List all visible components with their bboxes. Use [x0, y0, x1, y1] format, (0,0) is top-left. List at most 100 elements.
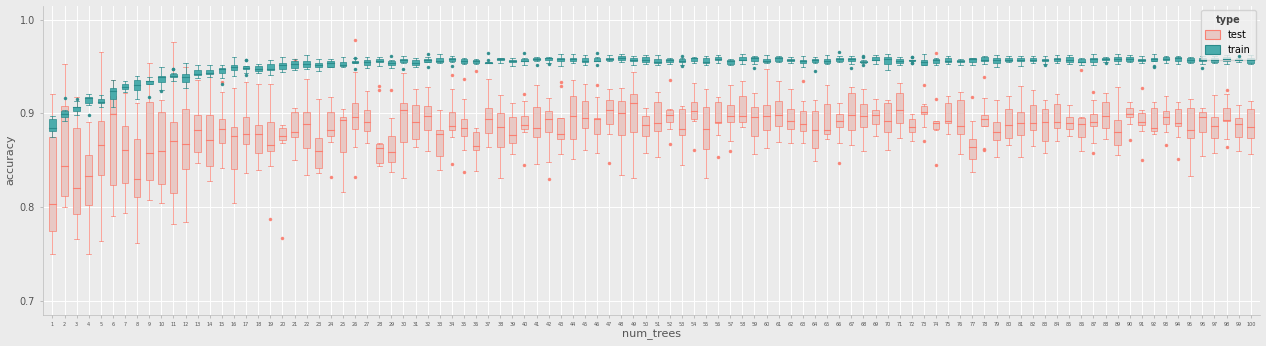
FancyBboxPatch shape: [715, 57, 722, 60]
FancyBboxPatch shape: [557, 58, 565, 61]
FancyBboxPatch shape: [1077, 118, 1085, 137]
FancyBboxPatch shape: [581, 58, 589, 62]
FancyBboxPatch shape: [1066, 57, 1072, 62]
FancyBboxPatch shape: [328, 62, 334, 66]
FancyBboxPatch shape: [1053, 57, 1061, 61]
FancyBboxPatch shape: [933, 59, 939, 63]
FancyBboxPatch shape: [727, 105, 733, 122]
FancyBboxPatch shape: [860, 104, 867, 127]
FancyBboxPatch shape: [1114, 120, 1120, 145]
FancyBboxPatch shape: [134, 139, 141, 197]
FancyBboxPatch shape: [97, 99, 104, 103]
FancyBboxPatch shape: [437, 58, 443, 62]
FancyBboxPatch shape: [618, 56, 624, 60]
FancyBboxPatch shape: [1199, 112, 1205, 132]
FancyBboxPatch shape: [230, 65, 237, 70]
FancyBboxPatch shape: [376, 144, 382, 163]
FancyBboxPatch shape: [424, 60, 430, 62]
FancyBboxPatch shape: [122, 126, 128, 183]
FancyBboxPatch shape: [49, 119, 56, 131]
FancyBboxPatch shape: [254, 66, 262, 71]
FancyBboxPatch shape: [1077, 60, 1085, 62]
FancyBboxPatch shape: [884, 57, 891, 64]
FancyBboxPatch shape: [909, 119, 915, 131]
FancyBboxPatch shape: [182, 109, 189, 169]
FancyBboxPatch shape: [1127, 108, 1133, 117]
FancyBboxPatch shape: [884, 102, 891, 133]
FancyBboxPatch shape: [230, 127, 237, 169]
FancyBboxPatch shape: [666, 110, 674, 122]
FancyBboxPatch shape: [933, 121, 939, 129]
FancyBboxPatch shape: [1053, 104, 1061, 128]
FancyBboxPatch shape: [1103, 102, 1109, 128]
FancyBboxPatch shape: [400, 59, 406, 62]
FancyBboxPatch shape: [679, 109, 685, 135]
FancyBboxPatch shape: [206, 116, 213, 166]
FancyBboxPatch shape: [1114, 57, 1120, 61]
FancyBboxPatch shape: [787, 59, 794, 61]
FancyBboxPatch shape: [594, 58, 600, 61]
FancyBboxPatch shape: [339, 62, 347, 66]
FancyBboxPatch shape: [267, 64, 273, 70]
FancyBboxPatch shape: [533, 107, 539, 137]
FancyBboxPatch shape: [219, 68, 225, 73]
FancyBboxPatch shape: [376, 59, 382, 62]
FancyBboxPatch shape: [1090, 58, 1096, 62]
FancyBboxPatch shape: [642, 57, 649, 62]
FancyBboxPatch shape: [1175, 57, 1181, 61]
FancyBboxPatch shape: [836, 58, 843, 61]
FancyBboxPatch shape: [981, 57, 987, 61]
FancyBboxPatch shape: [304, 61, 310, 67]
FancyBboxPatch shape: [352, 61, 358, 63]
FancyBboxPatch shape: [896, 59, 903, 63]
FancyBboxPatch shape: [691, 102, 698, 119]
FancyBboxPatch shape: [1138, 59, 1146, 61]
FancyBboxPatch shape: [243, 66, 249, 69]
FancyBboxPatch shape: [1138, 113, 1146, 125]
FancyBboxPatch shape: [944, 103, 952, 123]
FancyBboxPatch shape: [509, 60, 515, 63]
FancyBboxPatch shape: [703, 107, 709, 149]
FancyBboxPatch shape: [1188, 108, 1194, 138]
FancyBboxPatch shape: [73, 128, 80, 214]
FancyBboxPatch shape: [739, 96, 746, 122]
FancyBboxPatch shape: [848, 57, 855, 61]
FancyBboxPatch shape: [1247, 109, 1255, 138]
FancyBboxPatch shape: [1005, 109, 1012, 138]
FancyBboxPatch shape: [836, 113, 843, 127]
FancyBboxPatch shape: [763, 105, 770, 129]
FancyBboxPatch shape: [339, 117, 347, 152]
FancyBboxPatch shape: [49, 137, 56, 231]
FancyBboxPatch shape: [387, 136, 395, 162]
FancyBboxPatch shape: [304, 112, 310, 148]
FancyBboxPatch shape: [655, 102, 661, 131]
FancyBboxPatch shape: [1005, 58, 1012, 61]
FancyBboxPatch shape: [122, 84, 128, 89]
FancyBboxPatch shape: [703, 58, 709, 63]
FancyBboxPatch shape: [920, 106, 927, 114]
FancyBboxPatch shape: [243, 117, 249, 144]
FancyBboxPatch shape: [944, 58, 952, 62]
FancyBboxPatch shape: [763, 59, 770, 62]
FancyBboxPatch shape: [291, 62, 298, 67]
FancyBboxPatch shape: [1199, 58, 1205, 61]
FancyBboxPatch shape: [533, 58, 539, 60]
FancyBboxPatch shape: [994, 121, 1000, 140]
FancyBboxPatch shape: [61, 111, 68, 117]
FancyBboxPatch shape: [981, 115, 987, 126]
FancyBboxPatch shape: [413, 105, 419, 139]
FancyBboxPatch shape: [1151, 108, 1157, 131]
FancyBboxPatch shape: [424, 106, 430, 130]
FancyBboxPatch shape: [170, 122, 177, 193]
FancyBboxPatch shape: [957, 100, 963, 134]
FancyBboxPatch shape: [872, 110, 879, 124]
FancyBboxPatch shape: [739, 57, 746, 60]
FancyBboxPatch shape: [110, 88, 116, 99]
FancyBboxPatch shape: [498, 58, 504, 61]
FancyBboxPatch shape: [219, 119, 225, 143]
Legend: test, train: test, train: [1200, 10, 1256, 60]
FancyBboxPatch shape: [522, 59, 528, 61]
FancyBboxPatch shape: [994, 58, 1000, 63]
FancyBboxPatch shape: [1042, 59, 1048, 61]
FancyBboxPatch shape: [606, 100, 613, 124]
